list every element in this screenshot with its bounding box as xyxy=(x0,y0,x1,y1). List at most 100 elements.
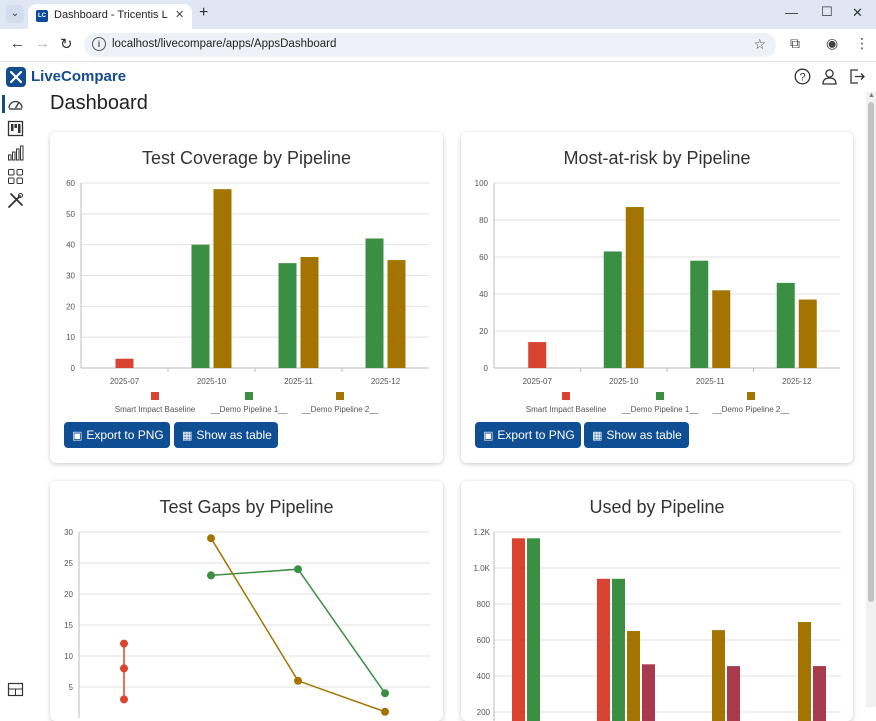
layout-panel-icon[interactable] xyxy=(7,681,24,698)
forward-icon[interactable]: → xyxy=(35,35,50,52)
y-tick-label: 50 xyxy=(66,210,75,219)
y-tick-label: 80 xyxy=(479,216,488,225)
test-gaps-chart: 5 10 15 20 25 30 xyxy=(64,528,430,718)
help-icon[interactable]: ? xyxy=(794,68,811,90)
export-png-button[interactable]: ▣ Export to PNG xyxy=(64,422,170,448)
address-bar[interactable]: i localhost/livecompare/apps/AppsDashboa… xyxy=(84,33,776,57)
legend-label: __Demo Pipeline 1__ xyxy=(621,405,699,414)
test-coverage-chart: 0 10 20 30 40 50 60 2025-07 2025-10 2025-11 2025-1… xyxy=(66,179,429,414)
bar xyxy=(387,260,406,368)
chart-image-icon: ▣ xyxy=(483,430,494,442)
y-tick-label: 600 xyxy=(477,636,491,645)
back-icon[interactable]: ← xyxy=(10,35,25,52)
extensions-icon[interactable]: ⧉ xyxy=(790,35,800,51)
y-tick-label: 20 xyxy=(64,590,73,599)
y-tick-label: 20 xyxy=(479,327,488,336)
y-tick-label: 30 xyxy=(64,528,73,537)
show-table-label: Show as table xyxy=(606,428,682,442)
y-tick-label: 60 xyxy=(66,179,75,188)
y-tick-label: 200 xyxy=(477,708,491,717)
apps-grid-icon[interactable] xyxy=(7,168,24,185)
data-point xyxy=(381,707,389,716)
browser-menu-icon[interactable]: ⋮ xyxy=(855,35,869,51)
scrollbar-thumb[interactable] xyxy=(868,102,874,602)
scroll-up-icon[interactable]: ▲ xyxy=(868,92,875,99)
favicon-icon: LC xyxy=(36,10,48,22)
bar xyxy=(512,538,525,721)
board-icon[interactable] xyxy=(7,120,24,137)
page-scrollbar[interactable]: ▲ xyxy=(866,92,876,707)
legend-swatch xyxy=(245,392,253,400)
legend-label: Smart Impact Baseline xyxy=(526,405,607,414)
x-tick-label: 2025-12 xyxy=(782,377,812,386)
show-table-button[interactable]: ▦ Show as table xyxy=(174,422,278,448)
y-tick-label: 0 xyxy=(484,364,489,373)
data-point xyxy=(381,689,389,698)
sign-out-icon[interactable] xyxy=(849,68,866,90)
left-nav-rail xyxy=(0,92,30,707)
data-point xyxy=(294,565,302,574)
close-tab-icon[interactable]: ✕ xyxy=(175,9,185,21)
legend-swatch xyxy=(336,392,344,400)
data-point xyxy=(120,639,128,648)
y-tick-label: 15 xyxy=(64,621,73,630)
x-tick-label: 2025-10 xyxy=(197,377,227,386)
export-png-button[interactable]: ▣ Export to PNG xyxy=(475,422,581,448)
bar xyxy=(625,207,644,368)
y-tick-label: 10 xyxy=(66,333,75,342)
x-tick-label: 2025-10 xyxy=(609,377,639,386)
url-text[interactable]: localhost/livecompare/apps/AppsDashboard xyxy=(112,38,337,50)
data-point xyxy=(294,676,302,685)
app-header: LiveCompare ? xyxy=(0,62,876,92)
livecompare-logo-icon[interactable] xyxy=(6,67,26,87)
profile-icon[interactable]: ◉ xyxy=(826,35,839,51)
table-icon: ▦ xyxy=(592,430,603,442)
most-at-risk-card: Most-at-risk by Pipeline 0 20 40 60 80 100 202… xyxy=(461,132,853,463)
legend-label: __Demo Pipeline 2__ xyxy=(301,405,379,414)
bar xyxy=(690,260,709,368)
window-close-icon[interactable]: ✕ xyxy=(852,5,863,20)
bar xyxy=(597,578,610,721)
y-tick-label: 0 xyxy=(71,364,76,373)
most-at-risk-chart: 0 20 40 60 80 100 2025-07 2025-10 2025-11 2025-12… xyxy=(475,179,840,414)
app-name[interactable]: LiveCompare xyxy=(31,68,127,85)
y-tick-label: 1.2K xyxy=(474,528,491,537)
rail-active-indicator xyxy=(2,95,5,113)
x-tick-label: 2025-07 xyxy=(110,377,140,386)
bar-chart-icon[interactable] xyxy=(7,144,24,161)
bookmark-star-icon[interactable]: ☆ xyxy=(753,36,766,52)
used-chart: 200 400 600 800 1.0K 1.2K xyxy=(474,528,841,721)
minimize-icon[interactable]: — xyxy=(785,5,798,20)
y-tick-label: 10 xyxy=(64,652,73,661)
bar xyxy=(642,664,655,721)
show-table-button[interactable]: ▦ Show as table xyxy=(584,422,689,448)
bar xyxy=(213,189,232,368)
bar xyxy=(712,630,725,721)
new-tab-icon[interactable]: + xyxy=(199,4,209,21)
tab-title: Dashboard - Tricentis LiveCompare xyxy=(54,9,168,21)
tools-icon[interactable] xyxy=(7,192,24,209)
page-title: Dashboard xyxy=(50,92,148,114)
site-info-icon[interactable]: i xyxy=(92,37,106,51)
maximize-icon[interactable]: ☐ xyxy=(821,4,833,19)
bar xyxy=(191,244,210,368)
test-coverage-card: Test Coverage by Pipeline 0 10 20 30 40 50 60 2… xyxy=(50,132,443,463)
x-tick-label: 2025-11 xyxy=(284,377,313,386)
reload-icon[interactable]: ↻ xyxy=(60,36,73,53)
x-tick-label: 2025-11 xyxy=(696,377,725,386)
browser-tab[interactable]: LC Dashboard - Tricentis LiveCompare ✕ xyxy=(28,4,192,29)
tab-search-button[interactable]: ⌄ xyxy=(6,5,24,23)
chart-title: Test Coverage by Pipeline xyxy=(141,148,352,168)
data-point xyxy=(207,534,215,543)
bar xyxy=(627,631,640,721)
bar xyxy=(527,538,540,721)
chart-title: Most-at-risk by Pipeline xyxy=(563,148,751,168)
data-point xyxy=(120,664,128,673)
user-icon[interactable] xyxy=(821,68,838,90)
bar xyxy=(727,666,740,721)
data-point xyxy=(207,571,215,580)
dashboard-gauge-icon[interactable] xyxy=(7,96,24,113)
y-tick-label: 20 xyxy=(66,302,75,311)
y-tick-label: 5 xyxy=(69,683,74,692)
legend-label: __Demo Pipeline 2__ xyxy=(712,405,790,414)
